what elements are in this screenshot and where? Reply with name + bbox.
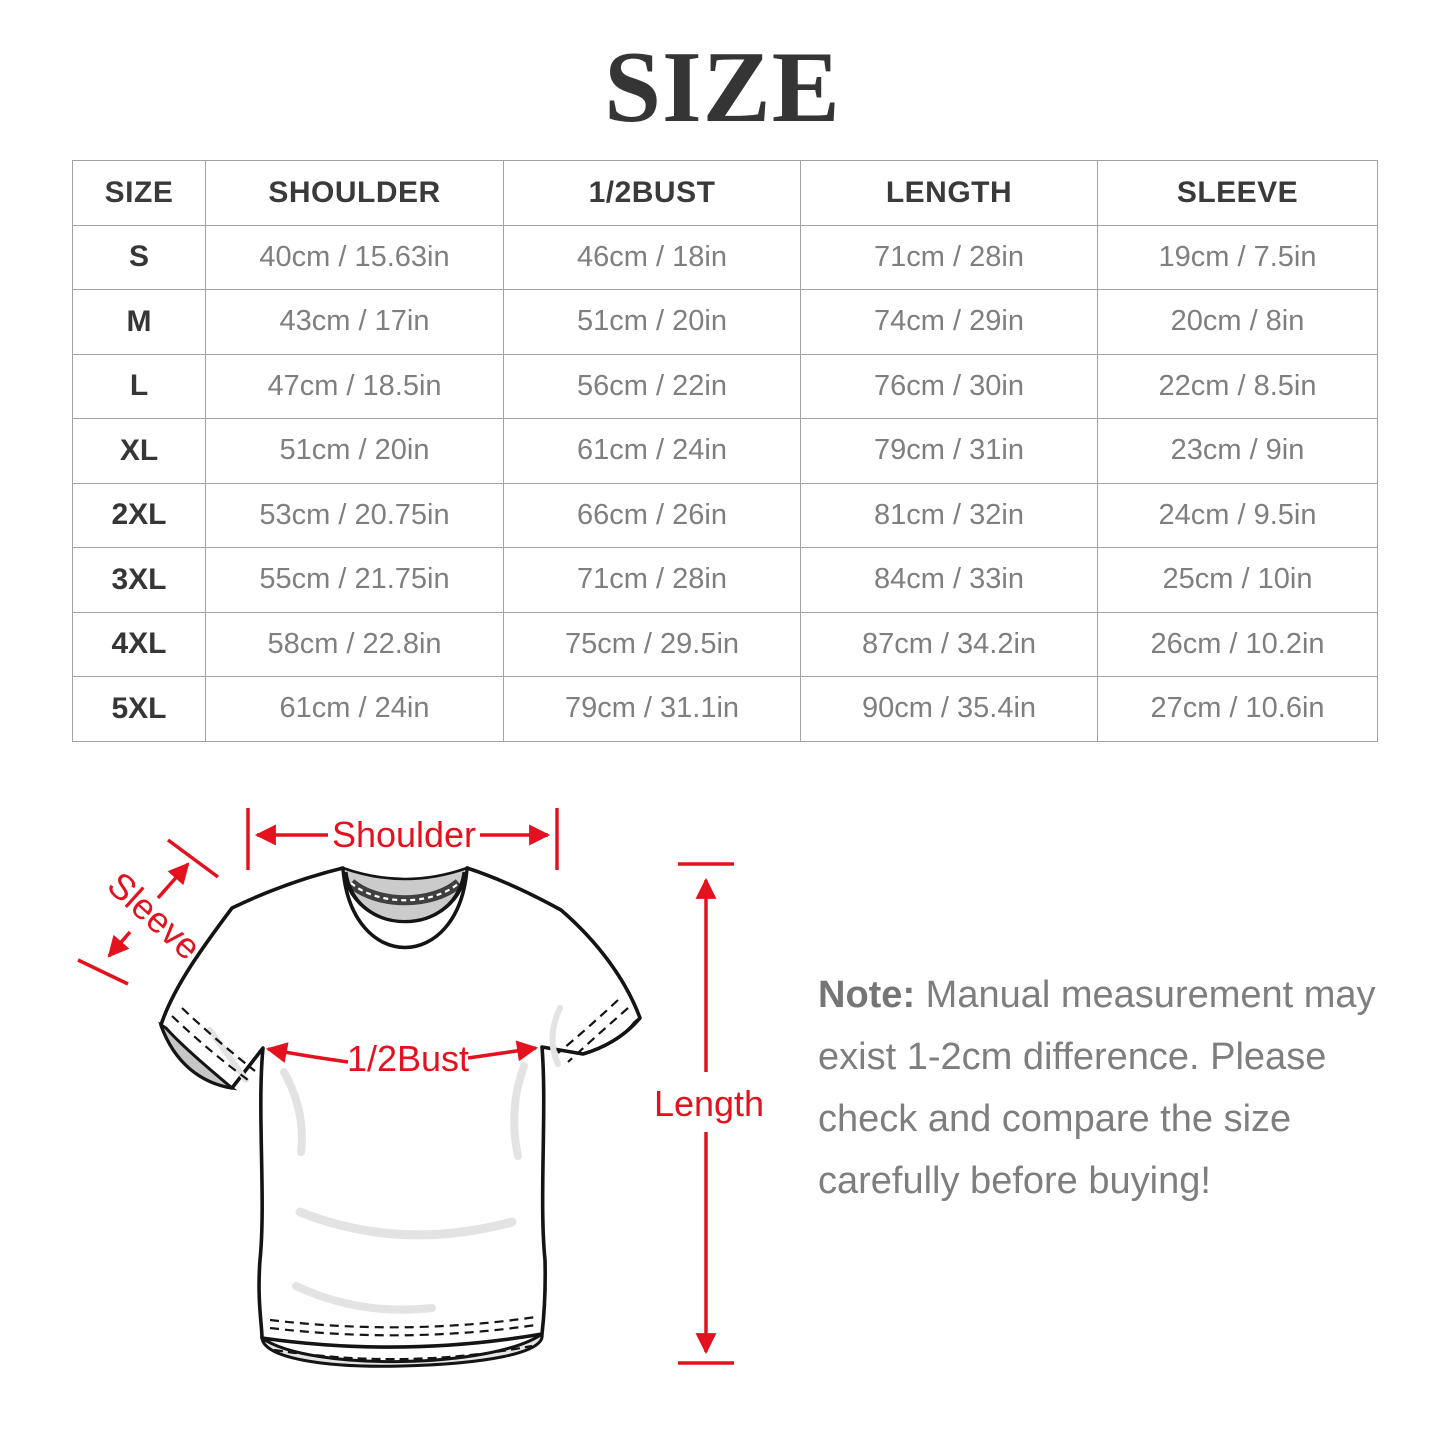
measurement-cell: 74cm / 29in	[800, 289, 1098, 355]
size-cell: 3XL	[72, 547, 206, 613]
measurement-cell: 43cm / 17in	[205, 289, 504, 355]
measurement-cell: 75cm / 29.5in	[503, 611, 801, 677]
sleeve-label: Sleeve	[100, 864, 209, 968]
measurement-cell: 87cm / 34.2in	[800, 611, 1098, 677]
bust-label: 1/2Bust	[347, 1038, 469, 1079]
collar	[341, 866, 469, 924]
measurement-cell: 55cm / 21.75in	[205, 547, 504, 613]
size-cell: S	[72, 224, 206, 290]
size-cell: 4XL	[72, 611, 206, 677]
table-row: 2XL 53cm / 20.75in 66cm / 26in 81cm / 32…	[72, 482, 1378, 548]
measurement-cell: 90cm / 35.4in	[800, 676, 1098, 742]
measurement-cell: 27cm / 10.6in	[1097, 676, 1378, 742]
tshirt-diagram: Shoulder Sleeve 1/2Bust Length	[77, 808, 764, 1368]
hem-band-stitching	[273, 1344, 533, 1361]
measurement-cell: 20cm / 8in	[1097, 289, 1378, 355]
size-cell: L	[72, 353, 206, 419]
measurement-cell: 71cm / 28in	[800, 224, 1098, 290]
table-row: 3XL 55cm / 21.75in 71cm / 28in 84cm / 33…	[72, 547, 1378, 613]
measurement-cell: 81cm / 32in	[800, 482, 1098, 548]
left-cuff	[158, 1021, 238, 1091]
col-header-sleeve: SLEEVE	[1097, 160, 1378, 226]
size-cell: 5XL	[72, 676, 206, 742]
sleeve-tick-upper	[166, 838, 220, 879]
tshirt-outline	[159, 866, 642, 1349]
sleeve-stitching	[171, 999, 629, 1081]
length-label: Length	[654, 1083, 764, 1124]
collar-inner-edge	[344, 871, 466, 923]
wrinkle-lines	[207, 1005, 563, 1314]
table-row: 5XL 61cm / 24in 79cm / 31.1in 90cm / 35.…	[72, 676, 1378, 742]
table-row: M 43cm / 17in 51cm / 20in 74cm / 29in 20…	[72, 289, 1378, 355]
measurement-cell: 61cm / 24in	[205, 676, 504, 742]
measurement-cell: 26cm / 10.2in	[1097, 611, 1378, 677]
measurement-cell: 84cm / 33in	[800, 547, 1098, 613]
col-header-shoulder: SHOULDER	[205, 160, 504, 226]
length-arrow	[678, 862, 734, 1365]
annotations	[77, 808, 734, 1365]
col-header-bust: 1/2BUST	[503, 160, 801, 226]
measurement-cell: 76cm / 30in	[800, 353, 1098, 419]
hem	[260, 1315, 544, 1368]
measurement-cell: 24cm / 9.5in	[1097, 482, 1378, 548]
measurement-cell: 79cm / 31in	[800, 418, 1098, 484]
table-row: L 47cm / 18.5in 56cm / 22in 76cm / 30in …	[72, 353, 1378, 419]
measurement-cell: 25cm / 10in	[1097, 547, 1378, 613]
measurement-cell: 56cm / 22in	[503, 353, 801, 419]
col-header-size: SIZE	[72, 160, 206, 226]
measurement-cell: 53cm / 20.75in	[205, 482, 504, 548]
measurement-cell: 66cm / 26in	[503, 482, 801, 548]
hem-band	[260, 1331, 544, 1368]
size-cell: 2XL	[72, 482, 206, 548]
size-cell: XL	[72, 418, 206, 484]
measurement-cell: 61cm / 24in	[503, 418, 801, 484]
sleeve-arrow	[77, 838, 220, 986]
shoulder-arrow	[246, 808, 559, 870]
measurement-cell: 19cm / 7.5in	[1097, 224, 1378, 290]
header-row: SIZE SHOULDER 1/2BUST LENGTH SLEEVE	[72, 160, 1378, 226]
measurement-cell: 51cm / 20in	[503, 289, 801, 355]
measurement-cell: 23cm / 9in	[1097, 418, 1378, 484]
measurement-cell: 79cm / 31.1in	[503, 676, 801, 742]
page-title: SIZE	[604, 31, 841, 144]
size-cell: M	[72, 289, 206, 355]
note-text: Note: Manual measurement may exist 1-2cm…	[818, 964, 1378, 1212]
table-row: XL 51cm / 20in 61cm / 24in 79cm / 31in 2…	[72, 418, 1378, 484]
hem-stitching	[269, 1315, 537, 1337]
measurement-cell: 58cm / 22.8in	[205, 611, 504, 677]
measurement-cell: 40cm / 15.63in	[205, 224, 504, 290]
sleeve-tick-lower	[77, 958, 129, 986]
table-row: 4XL 58cm / 22.8in 75cm / 29.5in 87cm / 3…	[72, 611, 1378, 677]
measurement-cell: 47cm / 18.5in	[205, 353, 504, 419]
note-body: Manual measurement may exist 1-2cm diffe…	[818, 974, 1376, 1202]
measurement-cell: 46cm / 18in	[503, 224, 801, 290]
measurement-cell: 71cm / 28in	[503, 547, 801, 613]
table-row: S 40cm / 15.63in 46cm / 18in 71cm / 28in…	[72, 224, 1378, 290]
measurement-cell: 22cm / 8.5in	[1097, 353, 1378, 419]
sleeve-cuffs	[158, 999, 642, 1091]
shoulder-label: Shoulder	[332, 814, 476, 855]
collar-stitching	[350, 882, 460, 902]
bust-arrow	[265, 1040, 539, 1064]
note-prefix: Note:	[818, 974, 916, 1016]
size-table: SIZE SHOULDER 1/2BUST LENGTH SLEEVE S 40…	[72, 160, 1378, 742]
col-header-length: LENGTH	[800, 160, 1098, 226]
measurement-cell: 51cm / 20in	[205, 418, 504, 484]
right-cuff	[582, 1016, 642, 1056]
